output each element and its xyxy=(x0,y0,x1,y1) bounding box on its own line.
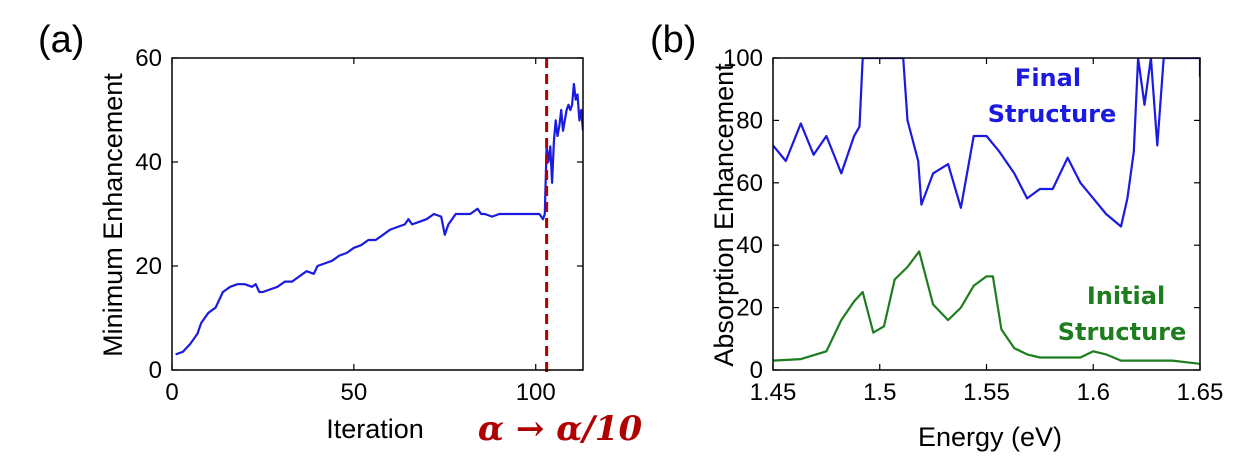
panel-a-label: (a) xyxy=(38,19,84,61)
panel-a-plot-frame xyxy=(171,57,584,371)
initial-structure-label-line2: Structure xyxy=(1058,318,1187,346)
panel-b-x-tick-label: 1.6 xyxy=(1077,379,1110,406)
panel-a-x-tick-label: 50 xyxy=(341,379,368,406)
final-structure-label-line1: Final xyxy=(1015,64,1081,92)
panel-a-y-tick-label: 40 xyxy=(135,149,162,176)
panel-a-series-line-1 xyxy=(175,82,583,356)
alpha-annotation: α → α/10 xyxy=(478,409,643,449)
panel-b-series-line-2 xyxy=(773,250,1200,365)
panel-a-y-tick-label: 0 xyxy=(149,357,162,384)
initial-structure-label-line1: Initial xyxy=(1087,282,1165,310)
panel-a-y-tick-label: 20 xyxy=(135,253,162,280)
panel-a-x-axis-title: Iteration xyxy=(326,414,424,444)
panel-a-y-axis-title: Minimum Enhancement xyxy=(98,73,128,357)
final-structure-label-line2: Structure xyxy=(988,100,1117,128)
panel-b-series-line-1 xyxy=(773,58,1200,228)
panel-a-y-tick-label: 60 xyxy=(135,45,162,72)
panel-b-x-tick-label: 1.55 xyxy=(963,379,1010,406)
panel-b-y-tick-label: 20 xyxy=(736,295,763,322)
panel-b-x-tick-label: 1.5 xyxy=(863,379,896,406)
panel-b-x-tick-label: 1.45 xyxy=(750,379,797,406)
panel-a-x-tick-label: 0 xyxy=(165,379,178,406)
panel-b-ticks: 1.45 1.5 1.55 1.6 1.65 0 20 40 60 80 100 xyxy=(723,45,1223,406)
panel-b-y-tick-label: 60 xyxy=(736,170,763,197)
panel-b-y-tick-label: 100 xyxy=(723,45,763,72)
panel-a-series-group xyxy=(175,82,583,356)
panel-a-minimum-enhancement: (a) 0 50 100 0 20 40 60 Iteration Minimum Enha… xyxy=(38,19,642,449)
panel-a-ticks: 0 50 100 0 20 40 60 xyxy=(135,45,583,406)
panel-b-y-tick-label: 0 xyxy=(750,357,763,384)
panel-b-x-tick-label: 1.65 xyxy=(1177,379,1224,406)
panel-b-y-tick-label: 80 xyxy=(736,107,763,134)
panel-b-absorption-enhancement: (b) 1.45 1.5 1.55 1.6 1.65 0 20 40 60 80 100 Energ… xyxy=(650,19,1223,452)
panel-b-y-tick-label: 40 xyxy=(736,232,763,259)
panel-b-series-group xyxy=(773,58,1200,365)
panel-a-x-tick-label: 100 xyxy=(516,379,556,406)
panel-b-label: (b) xyxy=(650,19,696,61)
panel-b-x-axis-title: Energy (eV) xyxy=(918,422,1062,452)
panel-b-y-axis-title: Absorption Enhancement xyxy=(709,63,739,367)
